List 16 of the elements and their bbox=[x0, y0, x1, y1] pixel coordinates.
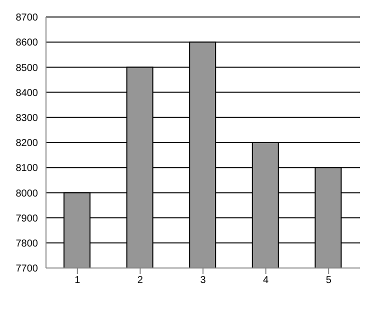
x-tick-label: 3 bbox=[200, 275, 206, 286]
x-tick-label: 2 bbox=[137, 275, 144, 286]
x-tick-label: 4 bbox=[263, 275, 270, 286]
y-tick-label: 8700 bbox=[16, 12, 38, 24]
y-tick-label: 8000 bbox=[16, 188, 38, 200]
x-tick-label: 1 bbox=[74, 275, 81, 286]
y-tick-label: 8300 bbox=[16, 112, 38, 124]
y-tick-label: 8500 bbox=[16, 62, 38, 74]
y-tick-label: 8400 bbox=[16, 88, 38, 99]
y-tick-label: 8200 bbox=[16, 138, 38, 150]
x-tick-label: 5 bbox=[326, 275, 332, 286]
y-tick-label: 7900 bbox=[16, 213, 38, 224]
y-tick-label: 8600 bbox=[16, 38, 38, 49]
y-tick-label: 7800 bbox=[16, 238, 38, 250]
y-tick-label: 7700 bbox=[16, 264, 38, 275]
y-tick-label: 8100 bbox=[16, 163, 38, 174]
